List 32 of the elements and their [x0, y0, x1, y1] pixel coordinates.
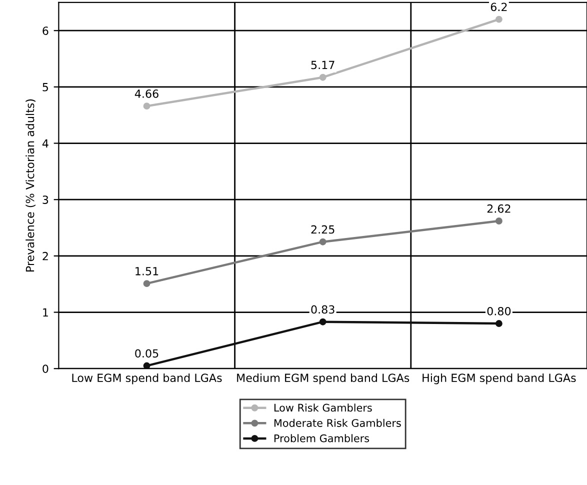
- data-label: 1.51: [136, 267, 158, 276]
- y-axis-title: Prevalence (% Victorian adults): [26, 99, 36, 272]
- legend-label: Problem Gamblers: [274, 434, 370, 442]
- legend-label: Low Risk Gamblers: [274, 404, 372, 412]
- data-label: 5.17: [311, 60, 334, 70]
- y-tick-label: 0: [42, 364, 48, 373]
- x-tick-label: High EGM spend band LGAs: [422, 373, 576, 384]
- legend-label: Moderate Risk Gamblers: [274, 418, 401, 427]
- point: [495, 320, 502, 328]
- y-tick-label: 3: [42, 196, 48, 204]
- point: [143, 362, 150, 369]
- data-label: 0.80: [487, 306, 511, 316]
- data-label: 2.62: [487, 204, 510, 213]
- point: [143, 102, 150, 110]
- y-tick-label: 1: [43, 308, 48, 316]
- point: [319, 318, 326, 326]
- y-tick-label: 6: [42, 26, 48, 35]
- data-label: 0.05: [135, 349, 158, 358]
- point: [495, 16, 502, 23]
- x-tick-label: Low EGM spend band LGAs: [72, 373, 222, 384]
- x-tick-label: Medium EGM spend band LGAs: [237, 373, 410, 384]
- point: [319, 74, 326, 81]
- point: [495, 218, 502, 224]
- point: [143, 280, 150, 288]
- y-tick-label: 2: [42, 252, 48, 260]
- data-label: 6.2: [490, 2, 507, 12]
- y-tick-label: 5: [42, 83, 48, 92]
- data-label: 0.83: [311, 305, 334, 314]
- data-label: 2.25: [311, 225, 334, 234]
- point: [319, 238, 326, 246]
- y-tick-label: 4: [42, 139, 48, 148]
- data-label: 4.66: [134, 90, 158, 98]
